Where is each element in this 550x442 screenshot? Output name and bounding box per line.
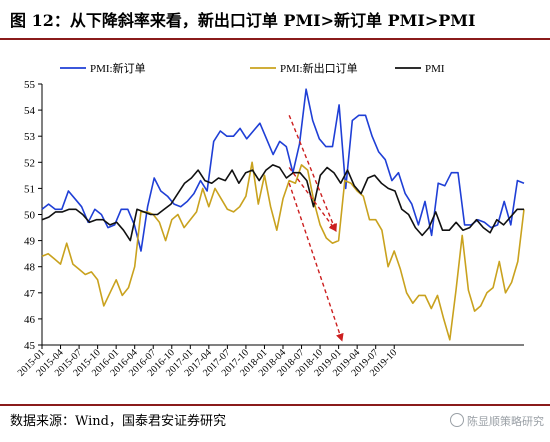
legend-label-1: PMI:新出口订单 <box>280 61 358 75</box>
source-note: 数据来源：Wind，国泰君安证券研究 <box>10 414 226 429</box>
y-tick-label: 55 <box>24 79 36 91</box>
y-tick-label: 52 <box>24 157 35 169</box>
chart-annotations <box>288 115 344 342</box>
trend-arrow-1 <box>288 167 337 232</box>
series-line-1 <box>41 161 525 341</box>
y-tick-label: 48 <box>24 262 36 274</box>
watermark-text: 陈显顺策略研究 <box>467 415 544 428</box>
y-tick-label: 50 <box>24 210 36 222</box>
legend-label-2: PMI <box>425 63 445 75</box>
y-tick-label: 47 <box>24 288 36 300</box>
y-tick-label: 51 <box>24 183 35 195</box>
series-line-2 <box>41 164 524 242</box>
series-line-0 <box>41 88 525 252</box>
wechat-icon <box>450 413 464 427</box>
title-divider <box>0 38 550 40</box>
y-tick-label: 49 <box>24 236 36 248</box>
y-tick-label: 53 <box>24 131 36 143</box>
y-tick-label: 45 <box>24 340 36 352</box>
y-tick-label: 54 <box>24 105 36 117</box>
source-divider <box>0 404 550 406</box>
chart-lines <box>41 88 525 341</box>
chart-legend: PMI:新订单 PMI:新出口订单 PMI <box>60 61 445 75</box>
line-chart: 45464748495051525354552015-012015-042015… <box>16 61 525 379</box>
legend-label-0: PMI:新订单 <box>90 61 146 75</box>
figure-title: 图 12：从下降斜率来看，新出口订单 PMI>新订单 PMI>PMI <box>10 11 476 30</box>
watermark: 陈显顺策略研究 <box>450 413 544 429</box>
y-tick-label: 46 <box>24 314 36 326</box>
